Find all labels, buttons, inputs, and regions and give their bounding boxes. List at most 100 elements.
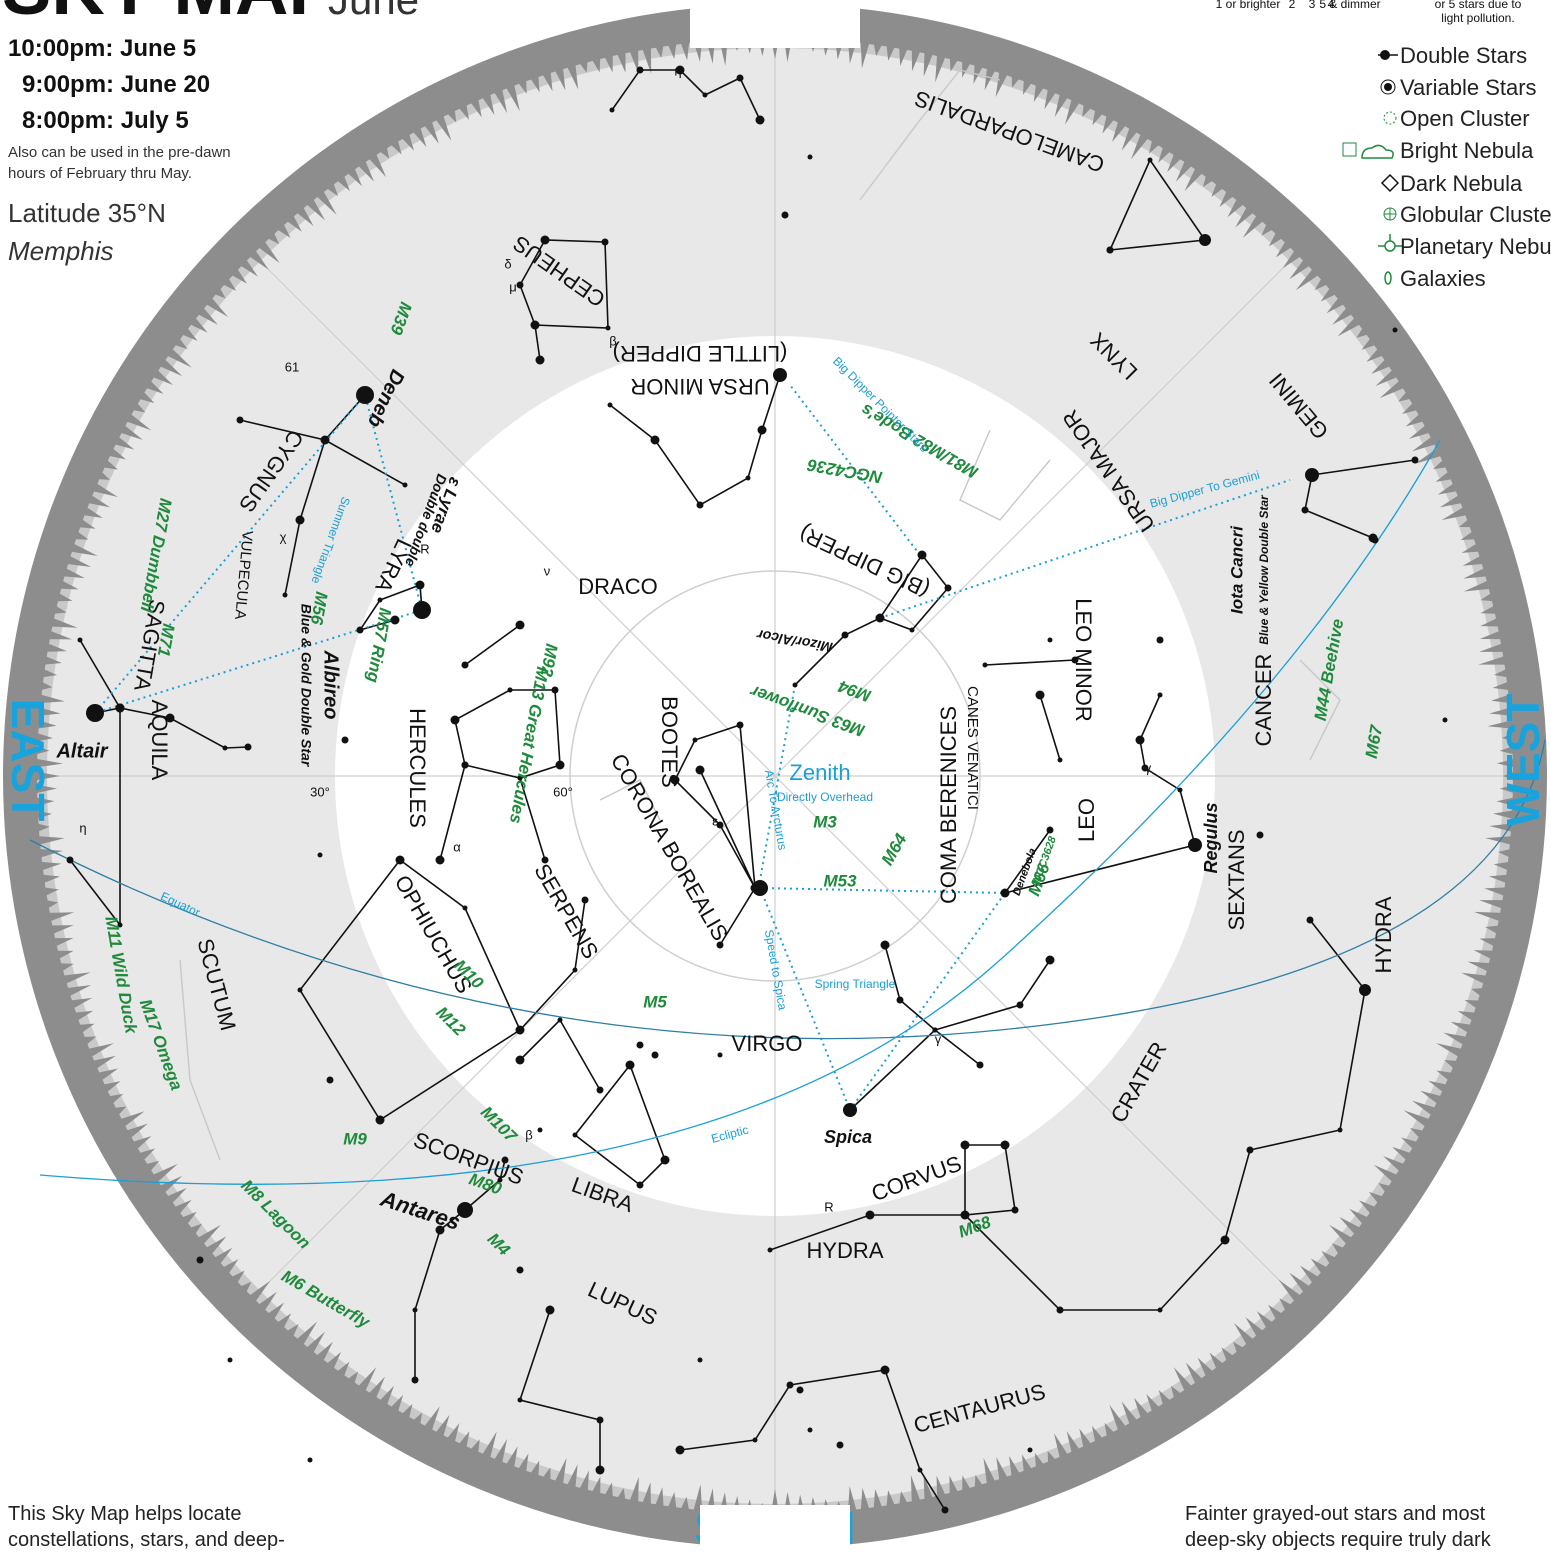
star <box>1012 1207 1019 1214</box>
legend-item: Globular Cluster <box>1400 202 1551 227</box>
star <box>881 941 890 950</box>
star <box>518 1398 523 1403</box>
direction-west: WEST <box>1497 694 1549 827</box>
field-star <box>1048 638 1053 643</box>
star <box>1047 827 1054 834</box>
greek-label: η <box>79 820 86 835</box>
constellation-label: CANCER <box>1251 654 1276 747</box>
field-star <box>197 1257 204 1264</box>
constellation-label: VIRGO <box>732 1031 803 1056</box>
star <box>1036 691 1045 700</box>
footer-line: This Sky Map helps locate <box>8 1503 241 1525</box>
south-box <box>700 1505 850 1553</box>
star <box>918 551 927 560</box>
bright-star <box>413 601 431 619</box>
time-line: 9:00pm: June 20 <box>22 71 210 98</box>
constellation-label: URSA MINOR <box>630 374 769 399</box>
bright-star <box>356 386 374 404</box>
star <box>793 683 798 688</box>
constellation-label: LEO <box>1074 798 1099 842</box>
star <box>357 627 364 634</box>
star <box>746 476 751 481</box>
star <box>1058 758 1063 763</box>
north-box <box>690 0 860 48</box>
star <box>608 403 613 408</box>
month: June <box>328 0 419 23</box>
legend-item: Bright Nebula <box>1400 138 1534 163</box>
star <box>753 1438 758 1443</box>
field-star <box>808 1428 813 1433</box>
magnitude-label: 2 <box>1289 0 1296 11</box>
field-star <box>327 1077 334 1084</box>
greek-label: μ <box>509 279 517 294</box>
star <box>508 688 513 693</box>
star <box>321 436 330 445</box>
field-star <box>782 212 789 219</box>
magnitude-label: 1 or brighter <box>1216 0 1281 11</box>
star <box>518 283 523 288</box>
star <box>298 988 303 993</box>
constellation-label: HERCULES <box>405 708 430 828</box>
star <box>758 426 767 435</box>
pollution-note: light pollution. <box>1441 11 1514 25</box>
note-line: Also can be used in the pre-dawn <box>8 144 231 161</box>
legend-symbol <box>1385 241 1395 251</box>
star-name: Blue & Gold Double Star <box>298 604 314 768</box>
star <box>1307 917 1314 924</box>
legend-item: Planetary Nebula <box>1400 234 1551 259</box>
latitude: Latitude 35°N <box>8 198 166 228</box>
greek-label: ν <box>544 563 551 578</box>
greek-label: η <box>674 63 681 78</box>
star <box>78 638 83 643</box>
field-star <box>652 1052 659 1059</box>
greek-label: β <box>609 333 616 348</box>
star <box>536 356 545 365</box>
star <box>1412 457 1419 464</box>
star <box>910 628 915 633</box>
field-star <box>318 853 323 858</box>
deep-sky-label: M9 <box>343 1129 367 1148</box>
greek-label: α <box>453 839 461 854</box>
field-star <box>308 1458 313 1463</box>
legend-item: Galaxies <box>1400 266 1486 291</box>
star <box>693 738 698 743</box>
field-star <box>718 1053 723 1058</box>
star <box>413 1308 418 1313</box>
constellation-label: (LITTLE DIPPER) <box>613 341 788 366</box>
star <box>397 857 404 864</box>
constellation-label: SEXTANS <box>1224 829 1249 930</box>
star <box>1338 1128 1343 1133</box>
star <box>245 744 252 751</box>
star <box>878 616 883 621</box>
star <box>403 483 408 488</box>
bright-star <box>843 1103 857 1117</box>
star-name: Regulus <box>1201 802 1221 873</box>
star <box>897 997 904 1004</box>
star <box>462 662 469 669</box>
bright-star <box>773 368 787 382</box>
star <box>1148 158 1153 163</box>
star <box>1158 1308 1163 1313</box>
star-name: Spica <box>824 1127 872 1147</box>
bright-star <box>86 704 104 722</box>
star <box>756 116 765 125</box>
field-star <box>698 1358 703 1363</box>
constellation-label: LEO MINOR <box>1071 598 1096 721</box>
star-name: Iota Cancri <box>1227 525 1246 614</box>
field-star <box>1257 832 1264 839</box>
star <box>573 968 578 973</box>
star <box>556 761 565 770</box>
legend-symbol <box>1384 83 1392 91</box>
star <box>737 75 744 82</box>
star <box>606 326 611 331</box>
greek-label: δ <box>504 256 511 271</box>
star <box>296 516 305 525</box>
legend-symbol <box>1384 112 1396 124</box>
star <box>842 632 849 639</box>
star <box>977 1062 984 1069</box>
star <box>462 762 469 769</box>
star <box>1001 1141 1010 1150</box>
magnitude-label: 3 <box>1309 0 1316 11</box>
field-star <box>517 1267 524 1274</box>
star <box>532 322 539 329</box>
